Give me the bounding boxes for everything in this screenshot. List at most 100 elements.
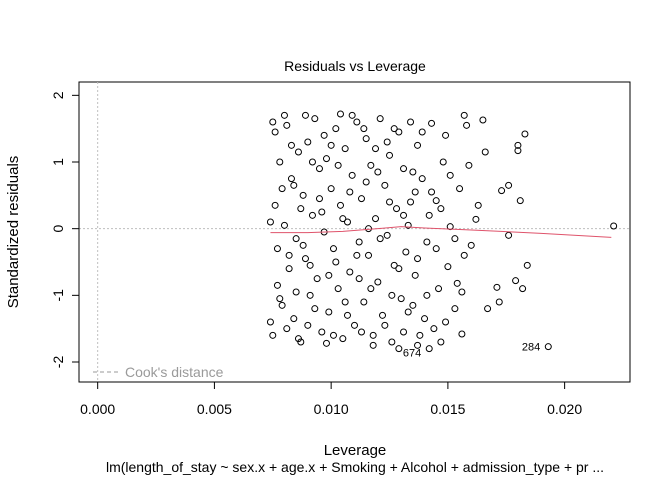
data-point [320, 131, 328, 139]
data-point [306, 261, 314, 269]
data-point [505, 181, 513, 189]
data-point [505, 231, 513, 239]
data-point [423, 291, 431, 299]
data-point [409, 168, 417, 176]
data-point [465, 161, 473, 169]
data-point [453, 279, 461, 287]
data-point [360, 125, 368, 133]
data-point [474, 201, 482, 209]
data-point [271, 201, 279, 209]
data-point [512, 277, 520, 285]
plot-frame [78, 81, 631, 383]
data-point [437, 205, 445, 213]
y-tick-label: 1 [50, 158, 66, 166]
data-point [379, 311, 387, 319]
data-point [395, 265, 403, 273]
data-point [376, 115, 384, 123]
data-point [287, 175, 295, 183]
data-point [425, 345, 433, 353]
data-point [463, 121, 471, 129]
data-point [446, 223, 454, 231]
data-point [283, 325, 291, 333]
y-axis: -2 -1 0 1 2 [50, 91, 80, 369]
data-point [341, 145, 349, 153]
model-caption: lm(length_of_stay ~ sex.x + age.x + Smok… [106, 459, 604, 475]
data-point [292, 235, 300, 243]
data-point [283, 121, 291, 129]
data-point [423, 238, 431, 246]
data-point [393, 205, 401, 213]
data-point [329, 245, 337, 253]
data-point [273, 245, 281, 253]
data-point [322, 339, 330, 347]
data-point [458, 288, 466, 296]
data-point [446, 171, 454, 179]
data-point [327, 185, 335, 193]
data-point [386, 198, 394, 206]
data-point [439, 158, 447, 166]
data-point [498, 187, 506, 195]
data-point [325, 308, 333, 316]
data-point [358, 195, 366, 203]
data-point [400, 211, 408, 219]
y-tick-label: -2 [50, 356, 66, 369]
cooks-distance-legend: Cook's distance [93, 364, 224, 380]
data-point [493, 283, 501, 291]
data-point [346, 268, 354, 276]
data-point [516, 197, 524, 205]
data-point [287, 141, 295, 149]
x-tick-label: 0.005 [197, 401, 232, 417]
y-tick-label: -1 [50, 289, 66, 302]
data-point [458, 330, 466, 338]
data-point [325, 271, 333, 279]
data-point [414, 341, 422, 349]
data-point [280, 221, 288, 229]
data-point [404, 308, 412, 316]
data-point [336, 201, 344, 209]
data-point [414, 141, 422, 149]
data-point [280, 111, 288, 119]
data-point [523, 261, 531, 269]
data-point [343, 218, 351, 226]
data-points [266, 110, 618, 353]
data-point [311, 115, 319, 123]
data-point [374, 278, 382, 286]
data-point [514, 147, 522, 155]
data-point [334, 285, 342, 293]
data-point [273, 281, 281, 289]
data-point [367, 285, 375, 293]
data-point [400, 165, 408, 173]
data-point [315, 195, 323, 203]
data-point [353, 118, 361, 126]
data-point [355, 238, 363, 246]
data-point [418, 128, 426, 136]
data-point [484, 305, 492, 313]
x-tick-label: 0.000 [80, 401, 115, 417]
data-point [404, 221, 412, 229]
data-point [365, 251, 373, 259]
data-point [407, 118, 415, 126]
data-point [311, 305, 319, 313]
data-point [460, 251, 468, 259]
data-point [428, 119, 436, 127]
data-point [348, 111, 356, 119]
data-point [313, 275, 321, 283]
data-point [322, 155, 330, 163]
data-point [294, 148, 302, 156]
data-point [266, 318, 274, 326]
chart-title: Residuals vs Leverage [284, 58, 426, 74]
data-point [442, 318, 450, 326]
data-point [414, 255, 422, 263]
data-point [481, 148, 489, 156]
data-point [479, 116, 487, 124]
data-point [362, 178, 370, 186]
data-point [266, 218, 274, 226]
data-point [381, 181, 389, 189]
data-point [437, 338, 445, 346]
data-point [318, 208, 326, 216]
y-axis-label: Standardized residuals [5, 156, 22, 309]
point-label: 284 [522, 342, 540, 354]
data-point [297, 205, 305, 213]
y-tick-label: 0 [50, 225, 66, 233]
